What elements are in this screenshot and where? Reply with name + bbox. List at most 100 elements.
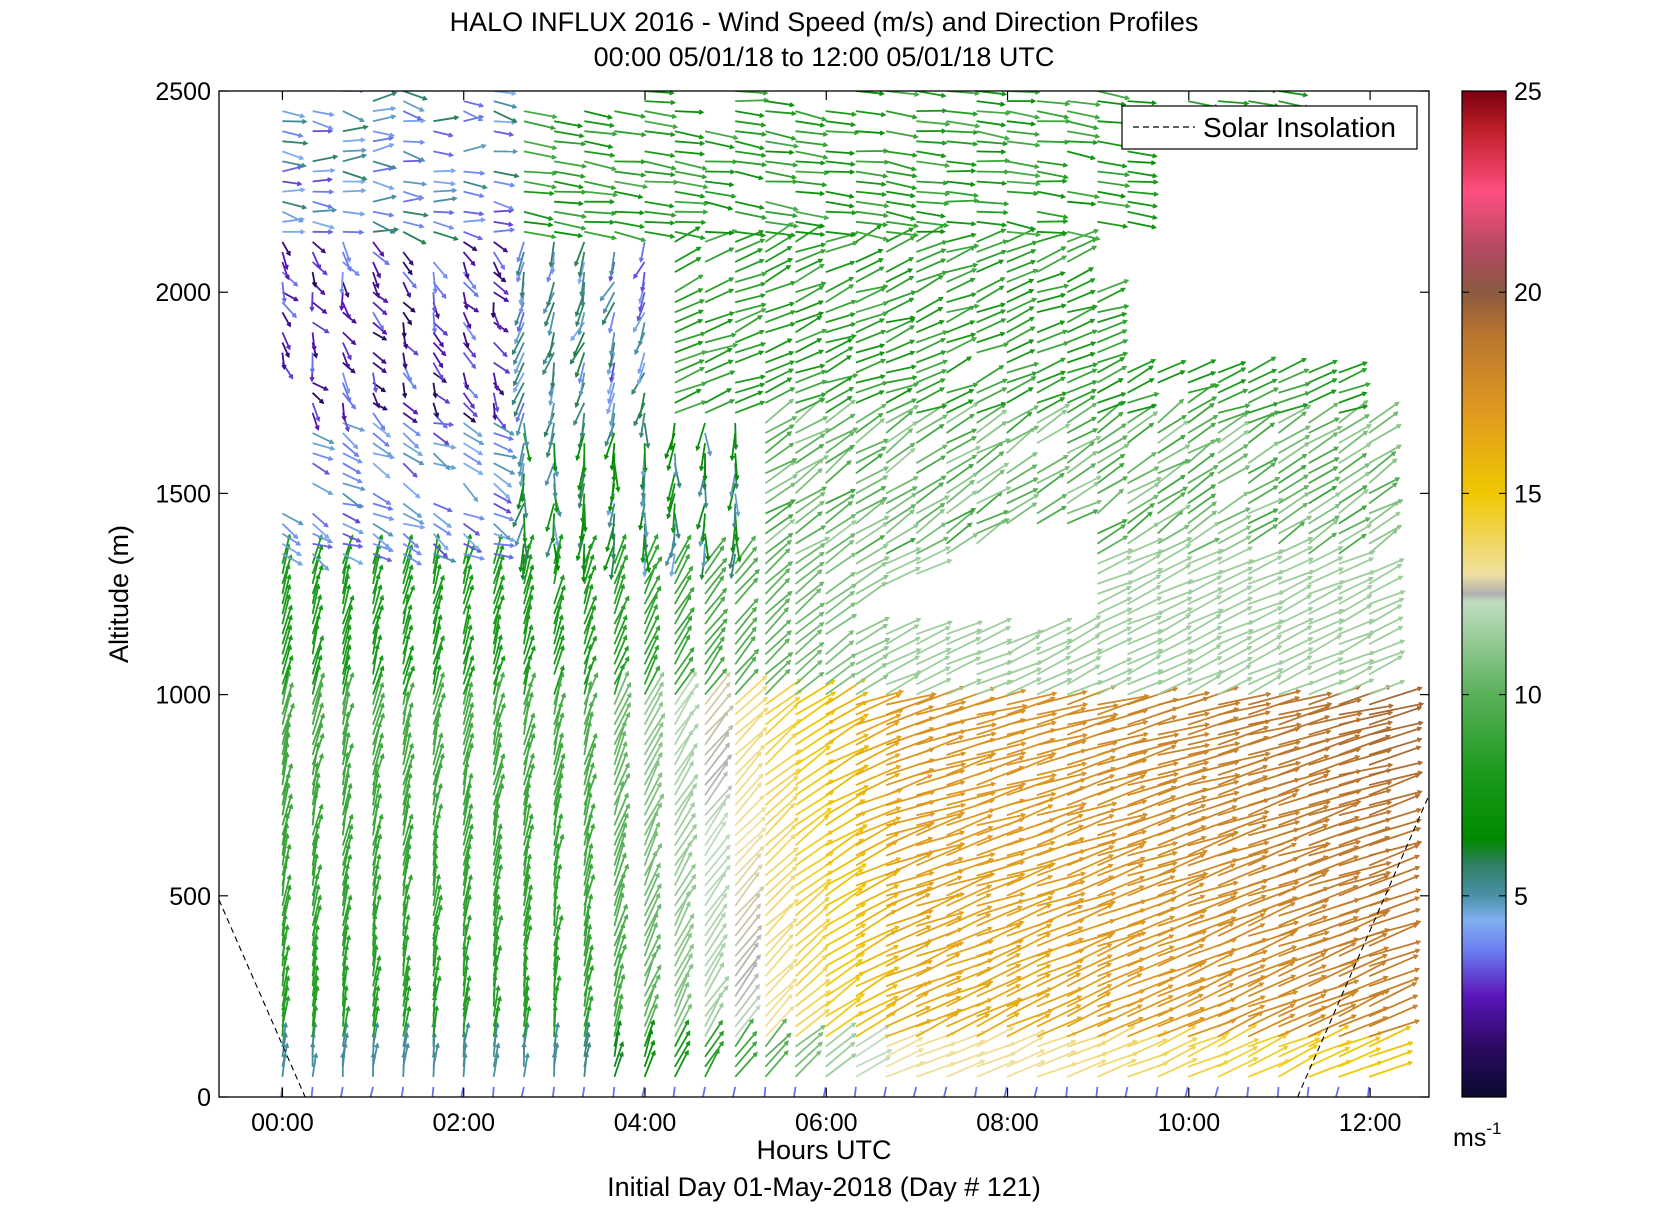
wind-arrow bbox=[312, 532, 334, 544]
wind-arrow bbox=[946, 980, 994, 998]
wind-arrow bbox=[764, 866, 798, 897]
wind-arrow bbox=[825, 764, 870, 786]
wind-arrow bbox=[704, 961, 725, 997]
wind-arrow bbox=[946, 262, 979, 273]
wind-arrow bbox=[492, 944, 503, 977]
wind-arrow bbox=[734, 782, 762, 816]
wind-arrow bbox=[734, 400, 766, 414]
wind-arrow bbox=[312, 381, 329, 391]
wind-arrow bbox=[855, 574, 889, 595]
y-tick-label: 2000 bbox=[155, 279, 211, 307]
wind-arrow bbox=[1097, 785, 1146, 807]
wind-arrow bbox=[462, 392, 475, 410]
wind-arrow bbox=[403, 180, 428, 187]
wind-arrow bbox=[764, 577, 791, 605]
wind-arrow bbox=[764, 659, 792, 686]
wind-arrow bbox=[523, 110, 558, 120]
wind-arrow bbox=[1097, 190, 1127, 199]
wind-arrow bbox=[915, 508, 946, 535]
wind-arrow bbox=[946, 160, 978, 168]
wind-arrow bbox=[432, 742, 445, 776]
wind-arrow bbox=[372, 210, 395, 218]
wind-arrow bbox=[523, 712, 536, 746]
x-tick-label: 10:00 bbox=[1158, 1109, 1221, 1137]
wind-arrow bbox=[825, 488, 857, 505]
wind-arrow bbox=[492, 644, 503, 675]
wind-arrow bbox=[402, 432, 420, 449]
wind-arrow bbox=[735, 150, 767, 158]
wind-arrow bbox=[976, 741, 1027, 756]
wind-arrow bbox=[493, 148, 519, 155]
wind-arrow bbox=[1066, 992, 1112, 1018]
wind-arrow bbox=[825, 284, 855, 304]
wind-arrow bbox=[885, 220, 920, 229]
x-tick-label: 02:00 bbox=[432, 1109, 495, 1137]
wind-arrow bbox=[855, 944, 900, 968]
wind-arrow bbox=[372, 442, 393, 457]
wind-arrow bbox=[372, 782, 382, 816]
wind-arrow bbox=[915, 455, 947, 475]
wind-arrow bbox=[1127, 915, 1176, 937]
wind-arrow bbox=[795, 369, 827, 384]
wind-arrow bbox=[1006, 923, 1052, 947]
wind-arrow bbox=[794, 1041, 823, 1068]
wind-arrow bbox=[431, 312, 438, 334]
wind-arrow bbox=[825, 653, 857, 676]
wind-arrow bbox=[523, 584, 535, 615]
wind-arrow bbox=[825, 863, 868, 887]
wind-arrow bbox=[281, 924, 290, 957]
wind-arrow bbox=[433, 552, 457, 563]
wind-arrow bbox=[946, 872, 996, 887]
wind-arrow bbox=[976, 953, 1021, 978]
wind-arrow bbox=[281, 634, 293, 665]
wind-arrow bbox=[492, 731, 503, 766]
wind-arrow bbox=[794, 588, 822, 615]
wind-arrow bbox=[342, 331, 357, 346]
wind-arrow bbox=[542, 352, 555, 376]
wind-arrow bbox=[855, 466, 890, 485]
wind-arrow bbox=[462, 1022, 471, 1047]
wind-arrow bbox=[311, 412, 320, 431]
wind-arrow bbox=[1097, 637, 1133, 656]
wind-arrow bbox=[372, 301, 388, 316]
wind-arrow bbox=[734, 751, 762, 786]
wind-arrow bbox=[1066, 1003, 1112, 1028]
wind-arrow bbox=[704, 833, 731, 867]
wind-arrow bbox=[462, 681, 474, 715]
wind-arrow bbox=[613, 730, 627, 766]
wind-arrow bbox=[734, 696, 769, 726]
wind-arrow bbox=[794, 945, 829, 977]
wind-arrow bbox=[885, 388, 913, 404]
wind-arrow bbox=[946, 389, 975, 404]
wind-arrow bbox=[674, 801, 695, 836]
wind-arrow bbox=[1097, 519, 1128, 535]
wind-arrow bbox=[523, 691, 534, 726]
wind-arrow bbox=[916, 892, 966, 907]
wind-arrow bbox=[674, 760, 694, 796]
wind-arrow bbox=[1036, 1004, 1082, 1028]
wind-arrow bbox=[764, 984, 794, 1018]
wind-arrow bbox=[825, 399, 856, 424]
legend-solar-label: Solar Insolation bbox=[1203, 112, 1396, 143]
wind-arrow bbox=[583, 1096, 585, 1097]
wind-arrow bbox=[885, 230, 919, 238]
wind-arrow bbox=[523, 823, 535, 856]
wind-arrow bbox=[614, 170, 647, 178]
wind-arrow bbox=[916, 762, 967, 776]
wind-arrow bbox=[734, 1004, 761, 1038]
wind-arrow bbox=[463, 462, 484, 476]
wind-arrow bbox=[644, 200, 675, 209]
wind-arrow bbox=[372, 180, 395, 191]
wind-arrow bbox=[764, 802, 796, 837]
wind-arrow bbox=[1036, 995, 1083, 1018]
wind-arrow bbox=[607, 312, 616, 334]
wind-arrow bbox=[311, 813, 324, 846]
x-tick-label: 12:00 bbox=[1339, 1109, 1402, 1137]
wind-arrow bbox=[729, 553, 737, 580]
wind-arrow bbox=[855, 403, 887, 424]
wind-arrow bbox=[794, 807, 832, 837]
wind-arrow bbox=[312, 220, 336, 230]
wind-arrow bbox=[432, 883, 442, 917]
wind-arrow bbox=[1036, 283, 1070, 294]
wind-arrow bbox=[764, 884, 796, 917]
